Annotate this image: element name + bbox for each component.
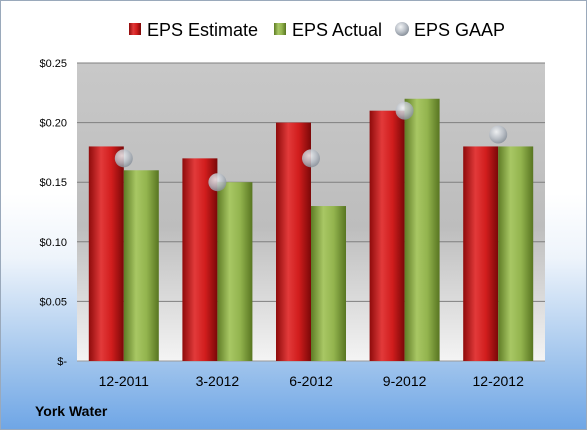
bar-eps-actual — [123, 170, 159, 361]
legend-label: EPS GAAP — [414, 20, 505, 40]
legend-label: EPS Actual — [292, 20, 382, 40]
y-tick-label: $0.25 — [39, 58, 67, 70]
legend-swatch-eps-estimate — [129, 23, 141, 35]
gaap-markers — [114, 101, 508, 192]
marker-eps-gaap — [489, 125, 508, 144]
marker-eps-gaap — [302, 149, 320, 168]
legend-label: EPS Estimate — [147, 20, 258, 40]
y-axis-ticks: $- $0.05 $0.10 $0.15 $0.20 $0.25 — [39, 58, 67, 368]
bar-eps-actual — [498, 146, 534, 361]
legend-swatch-eps-actual — [274, 23, 286, 35]
marker-eps-gaap — [114, 149, 133, 168]
bar-marks — [88, 98, 534, 362]
x-tick-label: 9-2012 — [383, 373, 427, 389]
x-axis-labels: 12-2011 3-2012 6-2012 9-2012 12-2012 — [99, 373, 524, 389]
bar-eps-actual — [311, 206, 346, 361]
legend: EPS Estimate EPS Actual EPS GAAP — [129, 20, 505, 40]
bar-eps-estimate — [369, 110, 405, 362]
x-tick-label: 12-2012 — [473, 373, 525, 389]
x-tick-label: 6-2012 — [289, 373, 333, 389]
y-tick-label: $0.20 — [39, 118, 67, 130]
marker-eps-gaap — [208, 173, 227, 192]
bar-eps-estimate — [182, 158, 218, 361]
company-label: York Water — [35, 403, 108, 419]
y-tick-label: $- — [57, 356, 67, 368]
bar-eps-actual — [404, 98, 440, 361]
bar-eps-actual — [217, 182, 253, 361]
x-tick-label: 12-2011 — [99, 373, 150, 389]
bar-eps-estimate — [463, 146, 499, 361]
bar-eps-estimate — [88, 146, 124, 361]
y-tick-label: $0.05 — [39, 296, 67, 308]
y-tick-label: $0.10 — [39, 237, 67, 249]
x-tick-label: 3-2012 — [196, 373, 240, 389]
y-tick-label: $0.15 — [39, 177, 67, 189]
legend-swatch-eps-gaap — [395, 22, 409, 36]
marker-eps-gaap — [395, 101, 414, 120]
